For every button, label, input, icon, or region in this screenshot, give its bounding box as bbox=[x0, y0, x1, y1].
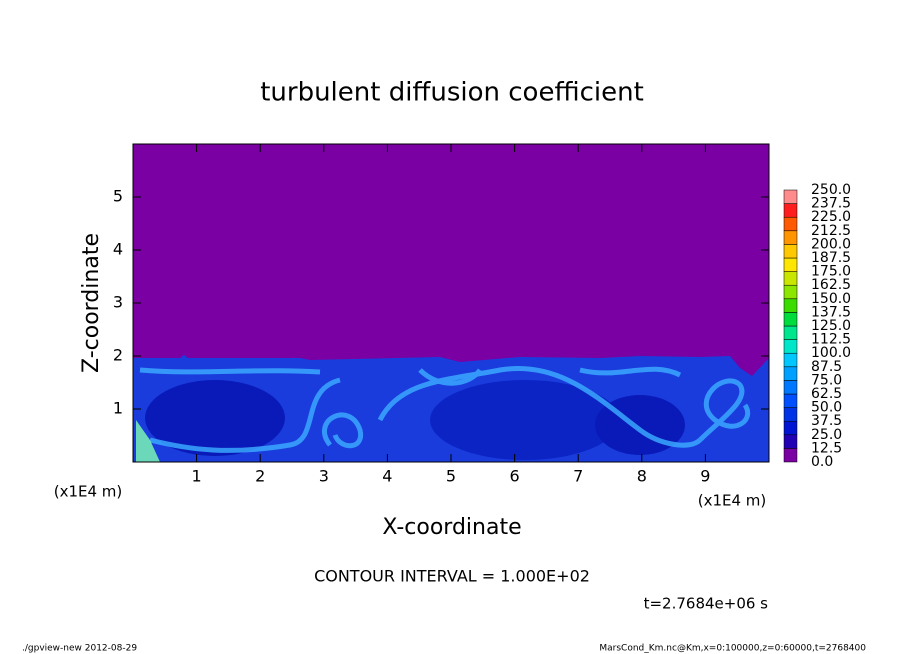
x-axis-label: X-coordinate bbox=[382, 515, 521, 540]
field-streak bbox=[579, 366, 682, 378]
x-tick-label: 3 bbox=[319, 467, 329, 486]
colorbar-label: 62.5 bbox=[811, 386, 842, 402]
colorbar-cell bbox=[783, 244, 798, 259]
colorbar-label: 162.5 bbox=[811, 277, 851, 293]
colorbar-cell bbox=[783, 393, 798, 408]
colorbar-label: 250.0 bbox=[811, 182, 851, 198]
colorbar-label: 225.0 bbox=[811, 209, 851, 225]
field-streak bbox=[139, 367, 321, 375]
y-tick-label: 1 bbox=[113, 399, 123, 418]
colorbar-cell bbox=[783, 312, 798, 327]
y-unit-label: (x1E4 m) bbox=[54, 483, 123, 501]
time-label: t=2.7684e+06 s bbox=[644, 595, 769, 613]
colorbar-cell bbox=[783, 339, 798, 354]
colorbar-cell bbox=[783, 271, 798, 286]
y-axis-label: Z-coordinate bbox=[79, 233, 104, 373]
x-tick-label: 4 bbox=[382, 467, 392, 486]
colorbar-label: 0.0 bbox=[811, 454, 833, 470]
colorbar-label: 100.0 bbox=[811, 345, 851, 361]
colorbar-cell bbox=[783, 407, 798, 422]
colorbar-cell bbox=[783, 380, 798, 395]
colorbar-label: 25.0 bbox=[811, 427, 842, 443]
y-tick-label: 3 bbox=[113, 293, 123, 312]
colorbar-label: 112.5 bbox=[811, 332, 851, 348]
x-tick-label: 2 bbox=[255, 467, 265, 486]
field-streak bbox=[149, 377, 341, 453]
contour-interval: CONTOUR INTERVAL = 1.000E+02 bbox=[314, 567, 590, 586]
y-tick-label: 4 bbox=[113, 240, 123, 259]
colorbar-label: 125.0 bbox=[811, 318, 851, 334]
colorbar-label: 75.0 bbox=[811, 372, 842, 388]
x-tick-label: 1 bbox=[192, 467, 202, 486]
colorbar-label: 150.0 bbox=[811, 291, 851, 307]
colorbar-label: 237.5 bbox=[811, 196, 851, 212]
field-eddy bbox=[145, 380, 285, 456]
colorbar-cell bbox=[783, 434, 798, 449]
colorbar-cell bbox=[783, 257, 798, 272]
colorbar-cell bbox=[783, 298, 798, 313]
colorbar-cell bbox=[783, 216, 798, 232]
contour-field bbox=[133, 144, 769, 462]
colorbar-label: 187.5 bbox=[811, 250, 851, 266]
colorbar-label: 37.5 bbox=[811, 413, 842, 429]
colorbar-label: 175.0 bbox=[811, 264, 851, 280]
x-tick-label: 5 bbox=[446, 467, 456, 486]
x-tick-label: 7 bbox=[573, 467, 583, 486]
colorbar-label: 212.5 bbox=[811, 223, 851, 239]
x-tick-label: 8 bbox=[637, 467, 647, 486]
chart-title: turbulent diffusion coefficient bbox=[260, 78, 644, 108]
colorbar-cell bbox=[783, 420, 798, 436]
colorbar-label: 12.5 bbox=[811, 440, 842, 456]
x-unit-label: (x1E4 m) bbox=[698, 492, 767, 510]
colorbar-cell bbox=[783, 448, 798, 463]
footer-left: ./gpview-new 2012-08-29 bbox=[22, 644, 137, 654]
field-streak bbox=[698, 378, 751, 442]
footer-right: MarsCond_Km.nc@Km,x=0:100000,z=0:60000,t… bbox=[599, 644, 866, 654]
x-tick-label: 6 bbox=[510, 467, 520, 486]
colorbar-cell bbox=[783, 203, 798, 218]
colorbar-label: 137.5 bbox=[811, 304, 851, 320]
x-tick-label: 9 bbox=[700, 467, 710, 486]
field-streak bbox=[418, 368, 483, 386]
colorbar-label: 200.0 bbox=[811, 236, 851, 252]
field-streak bbox=[322, 412, 364, 449]
y-tick-label: 2 bbox=[113, 346, 123, 365]
field-eddy bbox=[430, 380, 620, 460]
colorbar-cell bbox=[783, 352, 798, 368]
colorbar-cell bbox=[783, 366, 798, 381]
colorbar-label: 50.0 bbox=[811, 400, 842, 416]
field-streak bbox=[377, 366, 702, 448]
colorbar-cell bbox=[783, 230, 798, 245]
field-high-spot bbox=[136, 420, 160, 462]
colorbar-cell bbox=[783, 284, 798, 300]
colorbar-cell bbox=[783, 325, 798, 340]
colorbar-label: 87.5 bbox=[811, 359, 842, 375]
y-tick-label: 5 bbox=[113, 187, 123, 206]
colorbar-cell bbox=[783, 189, 798, 204]
